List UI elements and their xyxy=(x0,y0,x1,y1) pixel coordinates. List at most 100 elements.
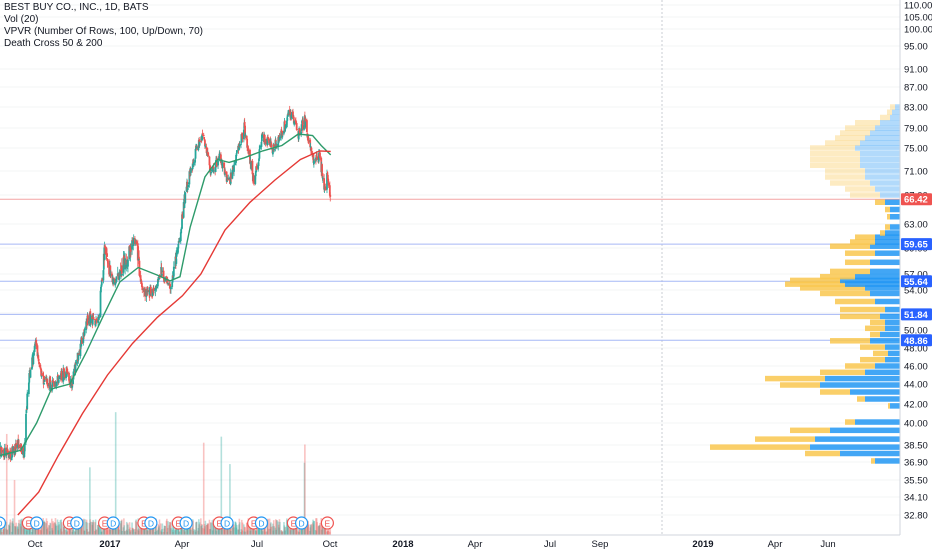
candle-body xyxy=(214,164,217,173)
volume-bar xyxy=(306,526,308,535)
y-tick-label: 36.90 xyxy=(904,458,928,469)
volume-bar xyxy=(246,522,248,535)
volume-bar xyxy=(234,521,237,535)
volume-bar xyxy=(212,518,215,535)
y-tick-label: 38.50 xyxy=(904,441,928,452)
volume-bar xyxy=(177,528,180,535)
candle-body xyxy=(131,240,134,242)
profile-up-bar xyxy=(880,313,900,320)
y-tick-label: 32.80 xyxy=(904,511,928,522)
volume-bar xyxy=(227,524,229,535)
profile-up-bar xyxy=(880,192,900,198)
candle-body xyxy=(140,280,143,284)
candle-body xyxy=(121,274,124,275)
candle-body xyxy=(158,275,160,280)
candle-body xyxy=(49,376,52,389)
profile-down-bar xyxy=(880,114,890,121)
volume-bar xyxy=(297,529,300,535)
candle-body xyxy=(319,152,321,159)
volume-bar xyxy=(55,525,58,535)
volume-bar xyxy=(41,523,43,535)
volume-bar xyxy=(168,522,171,535)
profile-down-bar xyxy=(857,396,865,402)
price-badge xyxy=(901,275,932,288)
candle-body xyxy=(238,144,241,147)
profile-up-bar xyxy=(888,350,900,357)
dividend-marker xyxy=(106,516,120,530)
profile-down-bar xyxy=(810,156,860,163)
volume-bar xyxy=(100,531,103,535)
candle-body xyxy=(86,314,89,325)
candle-body xyxy=(274,139,277,147)
event-marker-label: D xyxy=(183,519,189,529)
candle-body xyxy=(99,290,102,318)
volume-bar xyxy=(78,527,80,535)
volume-bar xyxy=(313,520,315,535)
volume-bar xyxy=(158,525,160,535)
candle-body xyxy=(179,232,182,242)
profile-up-bar xyxy=(885,319,900,326)
candle-body xyxy=(212,166,215,170)
candle-body xyxy=(254,173,257,177)
y-tick-label: 42.00 xyxy=(904,400,928,411)
volume-bar xyxy=(255,531,257,535)
candle-body xyxy=(23,451,26,457)
candle-body xyxy=(263,135,266,141)
candle-body xyxy=(309,139,312,148)
candle-body xyxy=(241,134,244,139)
volume-bar xyxy=(52,523,55,535)
profile-up-bar xyxy=(865,285,900,291)
volume-bar xyxy=(158,519,161,535)
volume-bar xyxy=(94,519,97,535)
profile-up-bar xyxy=(870,259,900,266)
volume-bar xyxy=(229,464,231,535)
y-tick-label: 54.00 xyxy=(904,286,928,297)
profile-up-bar xyxy=(840,277,900,284)
volume-bar xyxy=(171,520,173,535)
candle-body xyxy=(270,142,273,148)
candle-body xyxy=(317,153,320,162)
candle-body xyxy=(207,152,210,157)
volume-bar xyxy=(247,524,249,535)
candle-body xyxy=(21,448,23,455)
candle-body xyxy=(140,283,143,287)
volume-bar xyxy=(329,531,331,535)
volume-bar xyxy=(212,523,214,535)
profile-down-bar xyxy=(820,369,865,376)
volume-bar xyxy=(203,528,205,535)
volume-bar xyxy=(169,521,171,535)
volume-bar xyxy=(326,531,328,535)
candle-body xyxy=(323,178,326,190)
candle-body xyxy=(215,158,218,167)
volume-bar xyxy=(15,522,17,535)
volume-bar xyxy=(63,520,66,535)
volume-bar xyxy=(214,526,216,535)
volume-bar xyxy=(226,525,228,535)
volume-bar xyxy=(39,529,42,535)
volume-bar xyxy=(3,521,6,535)
volume-bar xyxy=(321,521,324,535)
volume-bar xyxy=(83,530,85,535)
candle-body xyxy=(205,146,208,154)
candle-body xyxy=(100,279,103,286)
y-tick-label: 57.00 xyxy=(904,270,928,281)
volume-bar xyxy=(79,528,82,535)
candle-body xyxy=(209,168,212,174)
candle-body xyxy=(33,345,36,352)
profile-down-bar xyxy=(890,104,895,110)
volume-bar xyxy=(80,524,83,535)
y-tick-label: 48.00 xyxy=(904,344,928,355)
volume-bar xyxy=(278,527,280,535)
volume-bar xyxy=(191,527,194,535)
volume-bar xyxy=(120,521,122,535)
profile-up-bar xyxy=(890,214,900,220)
volume-bar xyxy=(9,519,12,535)
volume-bar xyxy=(234,521,237,535)
candle-body xyxy=(211,169,214,172)
volume-bar xyxy=(57,530,60,535)
volume-bar xyxy=(272,520,275,535)
volume-bar xyxy=(46,521,49,535)
candle-body xyxy=(135,241,138,244)
volume-bar xyxy=(178,531,181,535)
